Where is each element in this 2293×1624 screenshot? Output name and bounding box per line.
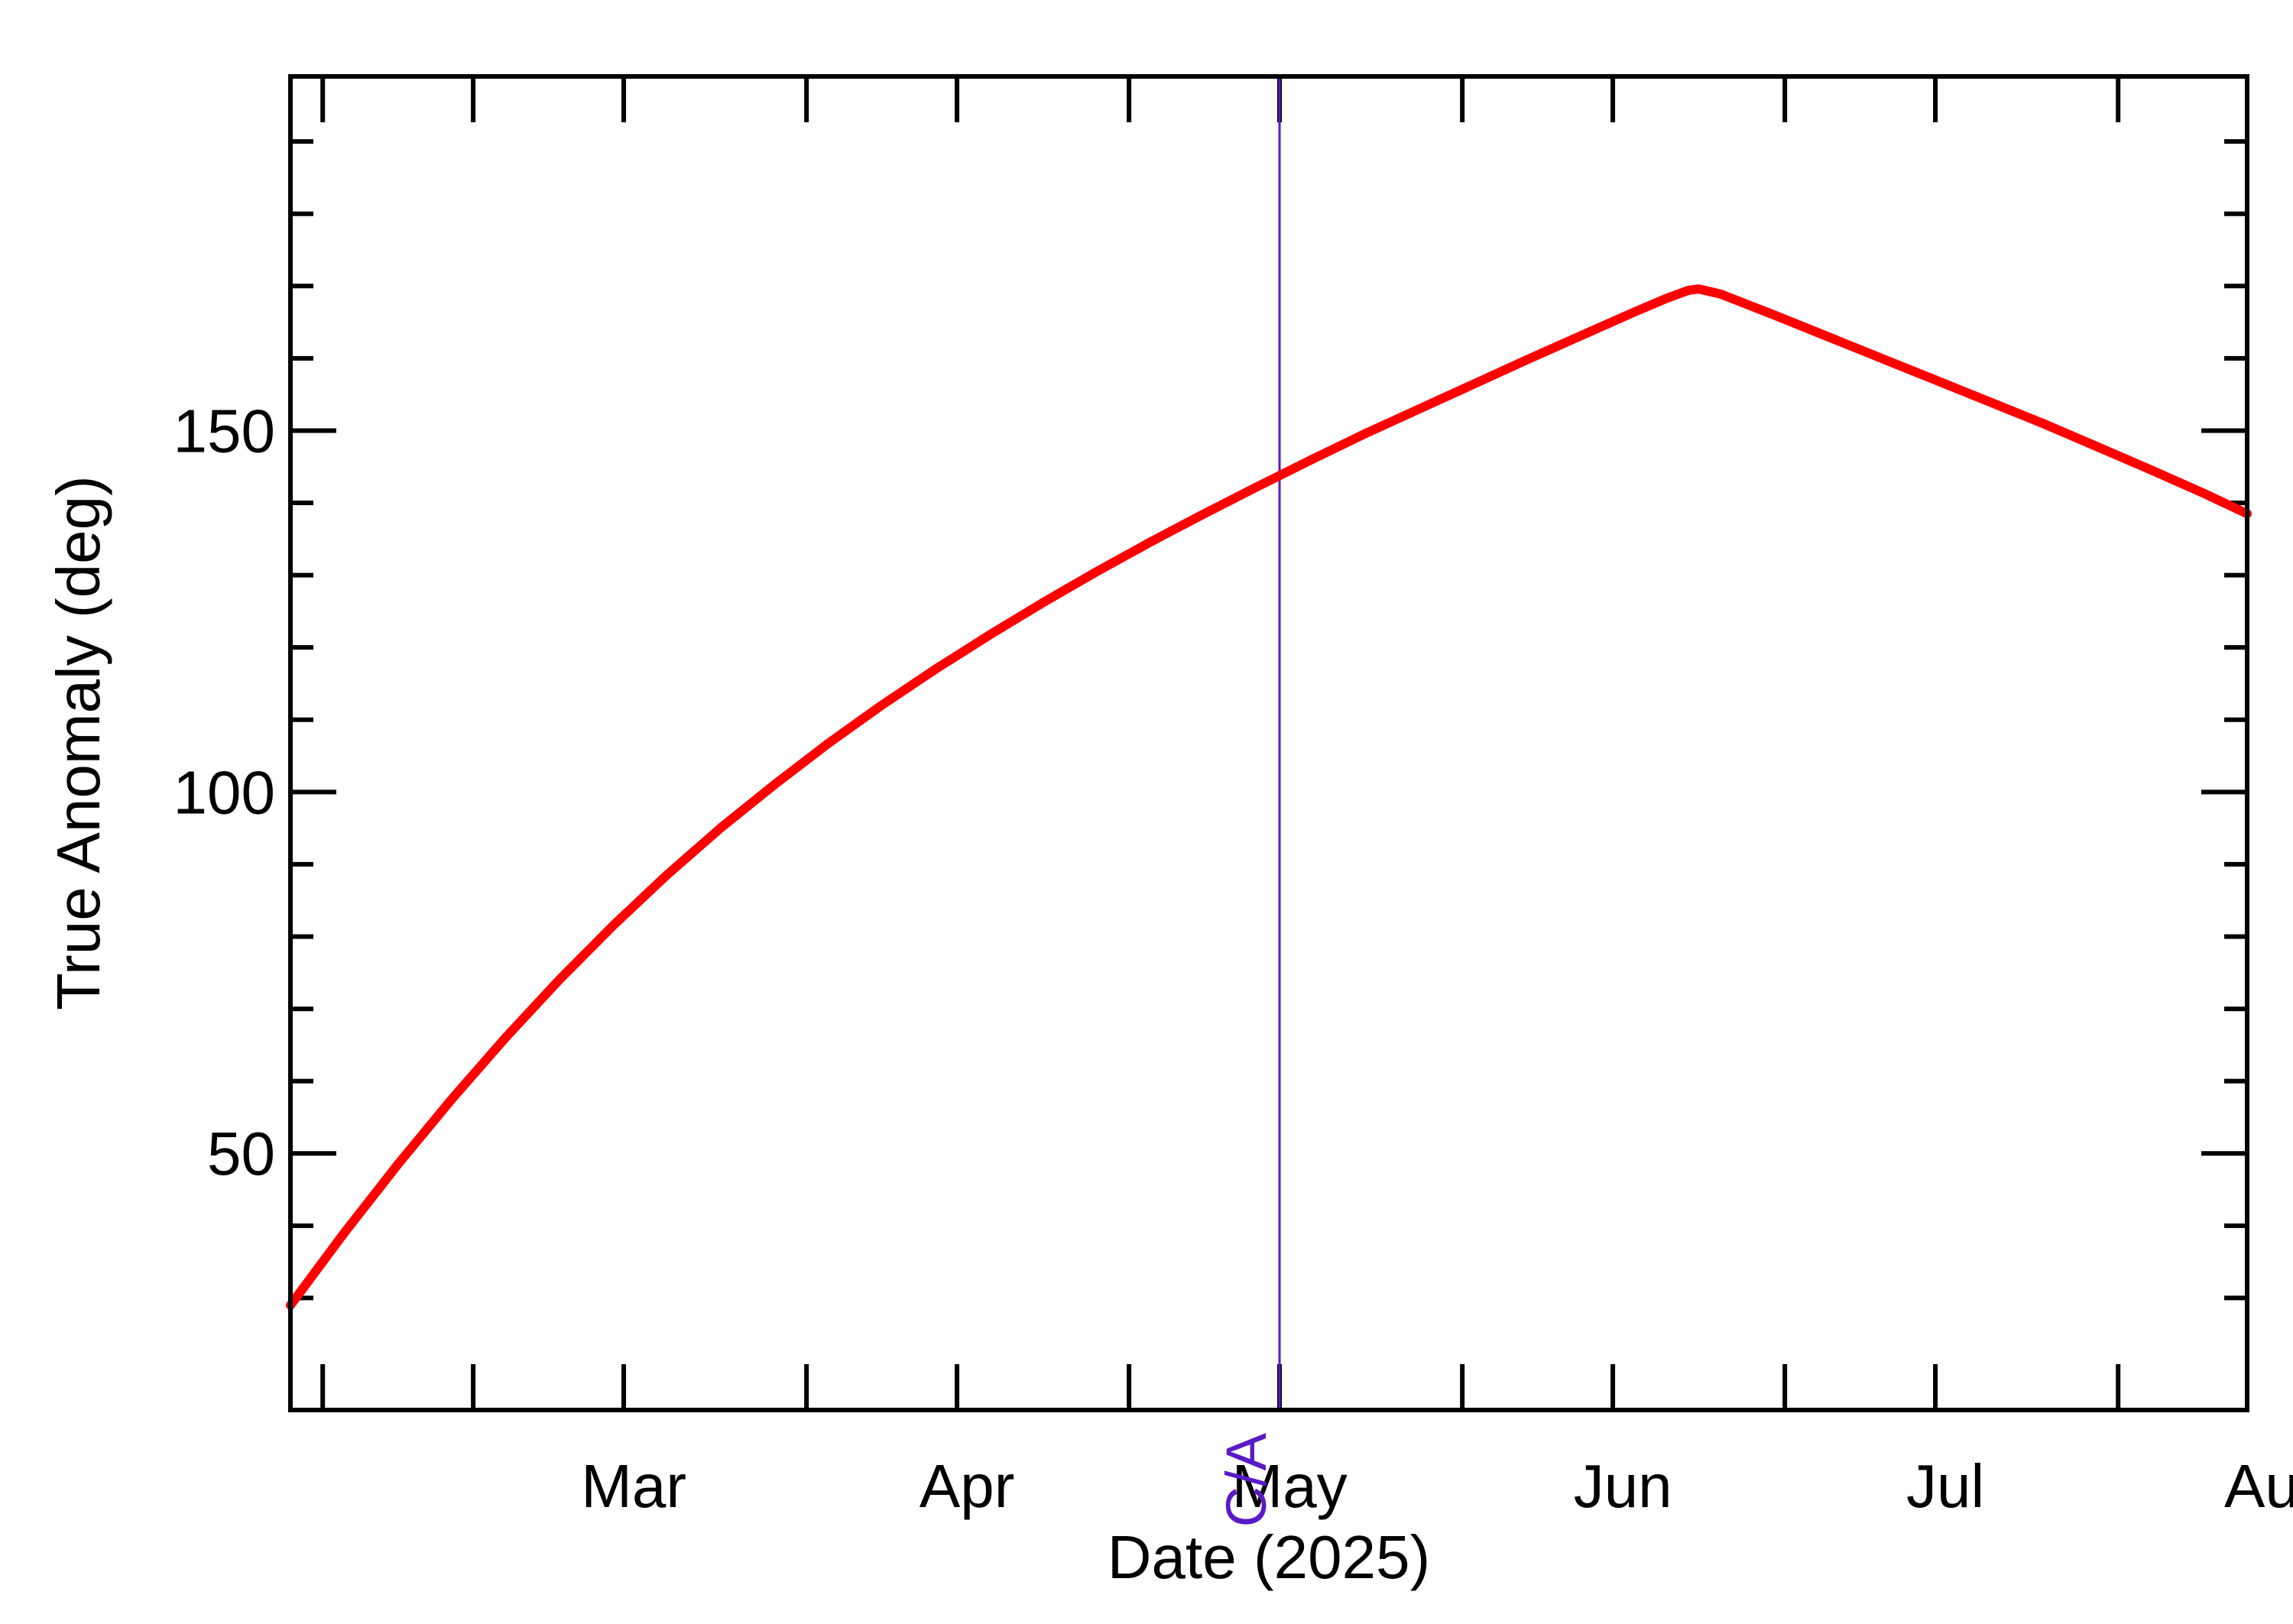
data-point xyxy=(1096,571,1098,572)
data-point xyxy=(612,925,614,926)
data-point xyxy=(2204,493,2205,494)
data-point xyxy=(451,1098,452,1100)
plot-frame xyxy=(288,74,2249,1412)
data-point xyxy=(1665,297,1667,299)
x-axis-title: Date (2025) xyxy=(1108,1523,1430,1591)
data-point xyxy=(2096,446,2097,447)
data-point xyxy=(504,1037,506,1039)
data-point xyxy=(1043,602,1044,604)
y-axis-title: True Anomaly (deg) xyxy=(44,475,112,1010)
data-point xyxy=(343,1232,345,1233)
data-point xyxy=(774,784,775,786)
true-anomaly-series-line xyxy=(286,284,2252,1310)
data-point xyxy=(559,979,560,981)
x-tick-label: Apr xyxy=(919,1452,1015,1520)
data-point xyxy=(881,705,883,706)
x-tick-label: Jun xyxy=(1574,1452,1672,1520)
data-point xyxy=(1633,311,1635,313)
y-tick-label: 150 xyxy=(174,397,275,465)
data-point xyxy=(935,669,936,670)
data-point xyxy=(1419,408,1420,410)
data-point xyxy=(2042,423,2044,424)
data-point xyxy=(1365,433,1367,434)
data-point xyxy=(1827,336,1828,338)
data-point xyxy=(1773,314,1775,316)
series-layer xyxy=(286,284,2252,1310)
data-point xyxy=(988,634,990,636)
data-point xyxy=(1311,459,1312,460)
data-point xyxy=(1204,513,1205,514)
data-point xyxy=(1688,290,1689,291)
data-point xyxy=(2149,469,2151,471)
data-point xyxy=(827,743,829,744)
data-point xyxy=(1881,358,1883,359)
data-point xyxy=(666,874,667,876)
data-point xyxy=(1988,401,1990,403)
data-point xyxy=(720,828,722,829)
x-tick-label: Jul xyxy=(1906,1452,1984,1520)
x-tick-label: May xyxy=(1232,1452,1348,1520)
y-tick-label: 100 xyxy=(174,758,275,826)
data-point xyxy=(1526,359,1528,361)
data-point xyxy=(1720,293,1721,295)
y-tick-label: 50 xyxy=(207,1120,275,1188)
labels-layer: Mar Apr May Jun Jul Aug 50 100 150 C/A xyxy=(174,397,2293,1527)
data-point xyxy=(1698,288,1700,290)
data-point xyxy=(1935,379,1936,381)
data-point xyxy=(1472,384,1474,385)
data-point xyxy=(1257,485,1259,487)
data-point xyxy=(1580,335,1581,337)
data-point xyxy=(397,1163,399,1165)
x-tick-label: Mar xyxy=(581,1452,686,1520)
x-tick-label: Aug xyxy=(2224,1452,2293,1520)
data-point xyxy=(1150,541,1151,543)
ca-marker-label: C/A xyxy=(1215,1432,1278,1527)
